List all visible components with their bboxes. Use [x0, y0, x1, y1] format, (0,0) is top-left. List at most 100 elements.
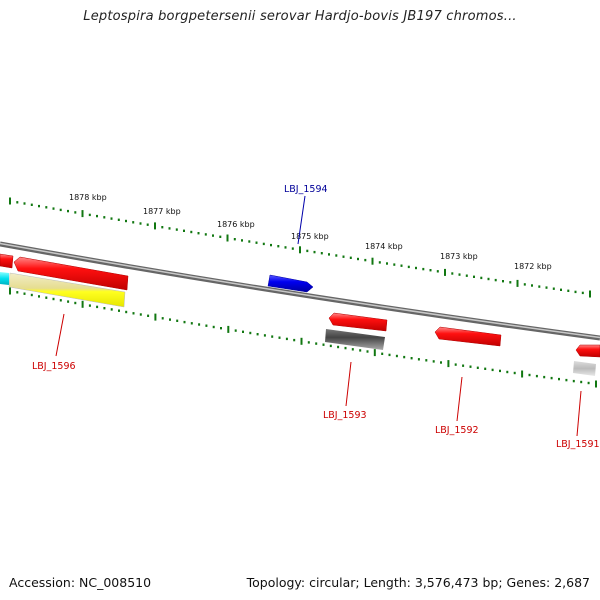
scale-minor-tick — [458, 273, 461, 276]
scale-minor-tick — [161, 226, 164, 229]
scale-minor-tick — [219, 235, 222, 238]
scale-minor-tick — [248, 240, 251, 243]
scale-minor-tick — [190, 230, 193, 234]
scale-minor-tick — [469, 365, 472, 368]
scale-major-tick — [81, 210, 84, 218]
scale-minor-tick — [307, 341, 310, 344]
scale-minor-tick — [220, 327, 222, 330]
scale-minor-tick — [233, 238, 236, 241]
scale-minor-tick — [386, 262, 388, 265]
scale-minor-tick — [176, 319, 179, 322]
scale-minor-tick — [410, 357, 413, 360]
scale-minor-tick — [400, 264, 403, 267]
gene-partial-left-glyph[interactable] — [0, 253, 14, 269]
scale-major-tick — [371, 257, 374, 265]
scale-minor-tick — [329, 344, 332, 348]
scale-minor-tick — [205, 324, 208, 327]
leader-line-lbj-1593 — [345, 361, 352, 407]
scale-minor-tick — [256, 333, 259, 336]
accession-info: Accession: NC_008510 — [9, 575, 152, 590]
scale-major-tick — [373, 349, 376, 357]
scale-minor-tick — [476, 366, 479, 369]
gene-light-gray-glyph[interactable] — [573, 361, 596, 376]
scale-minor-tick — [484, 367, 487, 370]
scale-minor-tick — [513, 371, 516, 375]
scale-minor-tick — [23, 202, 26, 205]
scale-minor-tick — [16, 291, 19, 294]
scale-minor-tick — [285, 337, 288, 341]
scale-minor-tick — [440, 361, 442, 364]
scale-major-tick — [589, 290, 591, 298]
scale-minor-tick — [132, 312, 135, 315]
scale-major-tick — [516, 279, 519, 287]
scale-minor-tick — [183, 229, 185, 232]
scale-minor-tick — [52, 297, 55, 301]
scale-minor-tick — [147, 314, 150, 317]
leader-line-lbj-1591 — [576, 390, 582, 437]
scale-minor-tick — [284, 246, 287, 249]
gene-lbj-1591-glyph[interactable] — [575, 344, 600, 358]
scale-minor-tick — [30, 203, 33, 206]
scale-minor-tick — [567, 289, 570, 292]
leader-line-lbj-1594 — [297, 195, 306, 245]
scale-minor-tick — [23, 292, 26, 295]
gene-lbj-1596-glyph[interactable] — [13, 256, 129, 291]
scale-minor-tick — [581, 291, 584, 295]
scale-minor-tick — [523, 283, 526, 286]
scale-minor-tick — [320, 252, 323, 255]
scale-minor-tick — [322, 343, 325, 346]
gene-lbj-1594-glyph[interactable] — [267, 274, 314, 293]
scale-minor-tick — [212, 234, 214, 237]
scale-minor-tick — [494, 278, 497, 282]
scale-minor-tick — [565, 378, 568, 382]
scale-major-tick — [447, 360, 450, 368]
scale-minor-tick — [118, 309, 120, 312]
scale-minor-tick — [422, 267, 425, 271]
scale-minor-tick — [242, 330, 244, 333]
scale-minor-tick — [337, 345, 340, 349]
gene-label-lbj-1591[interactable]: LBJ_1591 — [556, 439, 600, 450]
scale-minor-tick — [429, 269, 432, 272]
scale-minor-tick — [381, 352, 384, 355]
scale-minor-tick — [161, 317, 164, 320]
scale-minor-tick — [67, 300, 70, 303]
gene-label-lbj-1593[interactable]: LBJ_1593 — [323, 410, 367, 421]
scale-minor-tick — [74, 211, 77, 214]
gene-dark-gray-glyph[interactable] — [325, 329, 385, 350]
scale-minor-tick — [277, 245, 280, 248]
scale-minor-tick — [393, 263, 396, 266]
scale-minor-tick — [543, 375, 546, 379]
scale-minor-tick — [262, 242, 265, 246]
gene-lbj-1593-glyph[interactable] — [328, 312, 388, 332]
scale-minor-tick — [271, 335, 274, 338]
scale-minor-tick — [506, 370, 509, 374]
gene-yellow-glyph[interactable] — [8, 272, 126, 308]
scale-track-inner — [9, 287, 597, 388]
scale-major-tick — [154, 222, 156, 230]
scale-minor-tick — [558, 377, 560, 381]
scale-major-tick — [300, 337, 303, 345]
scale-minor-tick — [395, 354, 398, 358]
gene-label-lbj-1594[interactable]: LBJ_1594 — [284, 184, 328, 195]
gene-cyan-partial-glyph[interactable] — [0, 272, 9, 285]
scale-minor-tick — [535, 374, 538, 378]
scale-minor-tick — [59, 208, 62, 212]
scale-minor-tick — [30, 293, 33, 297]
gene-label-lbj-1592[interactable]: LBJ_1592 — [435, 425, 479, 436]
gene-label-lbj-1596[interactable]: LBJ_1596 — [32, 361, 76, 372]
scale-minor-tick — [139, 313, 142, 316]
scale-minor-tick — [146, 223, 149, 226]
gene-lbj-1592-glyph[interactable] — [434, 326, 502, 347]
scale-minor-tick — [342, 255, 345, 258]
scale-major-tick — [299, 246, 301, 254]
topology-info: Topology: circular; Length: 3,576,473 bp… — [246, 575, 590, 590]
scale-minor-tick — [432, 360, 435, 363]
scale-minor-tick — [499, 369, 501, 373]
scale-minor-tick — [234, 329, 237, 332]
leader-line-lbj-1596 — [55, 313, 65, 357]
scale-minor-tick — [574, 290, 577, 294]
scale-minor-tick — [139, 222, 142, 225]
scale-minor-tick — [509, 281, 512, 284]
scale-minor-tick — [403, 355, 406, 359]
